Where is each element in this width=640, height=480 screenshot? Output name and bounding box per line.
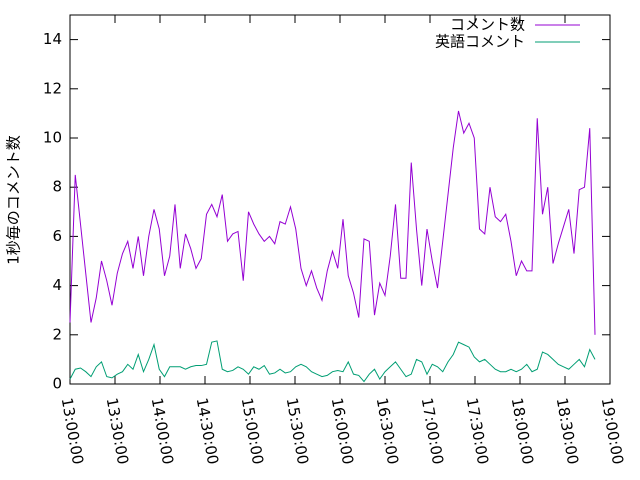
y-tick-label: 8 [52,178,62,196]
series-line [69,340,596,383]
y-tick-label: 10 [43,129,62,147]
series-line [69,110,596,335]
y-axis-label: 1秒毎のコメント数 [5,135,23,265]
y-tick-label: 12 [43,79,62,97]
legend-label: コメント数 [450,16,525,34]
y-tick-label: 14 [43,30,62,48]
y-tick-label: 0 [52,375,62,393]
y-tick-label: 4 [52,276,62,294]
plot-border [69,14,611,385]
y-tick-label: 6 [52,227,62,245]
y-tick-label: 2 [52,325,62,343]
legend-label: 英語コメント [435,33,525,51]
